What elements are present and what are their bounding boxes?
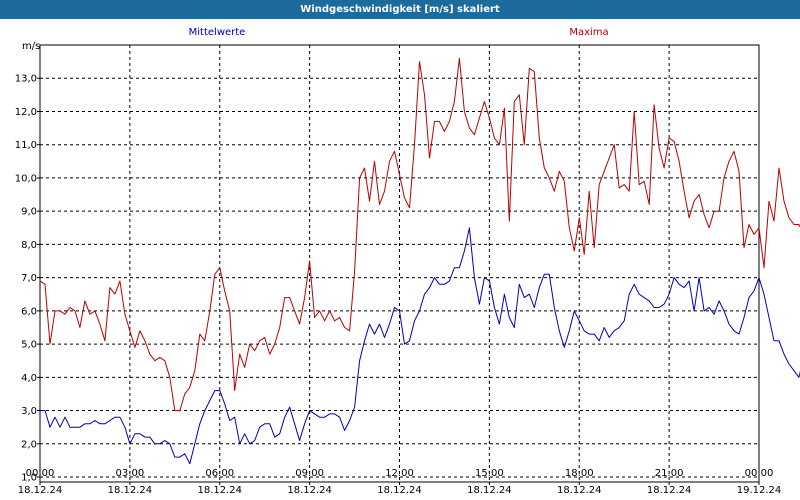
x-tick-time-label: 15:00 — [475, 468, 504, 479]
y-tick-label: 10,0 — [15, 173, 37, 184]
x-tick-date-label: 18.12.24 — [557, 485, 602, 496]
x-axis-ticks: 00:00 18.12.24 03:00 18.12.24 06:00 18.12.24 0… — [18, 468, 782, 496]
x-tick-date-label: 18.12.24 — [647, 485, 692, 496]
y-tick-label: 6,0 — [21, 306, 37, 317]
y-tick-label: 3,0 — [21, 406, 37, 417]
y-tick-label: 12,0 — [15, 107, 37, 118]
x-tick-date-label: 18.12.24 — [108, 485, 153, 496]
y-tick-label: 4,0 — [21, 373, 37, 384]
series-lines — [39, 57, 800, 465]
x-tick-date-label: 18.12.24 — [287, 485, 332, 496]
y-tick-label: 2,0 — [21, 439, 37, 450]
legend-maxima: Maxima — [569, 27, 608, 38]
x-tick-date-label: 19.12.24 — [737, 485, 782, 496]
x-tick-time-label: 00:00 — [745, 468, 774, 479]
x-tick-time-label: 06:00 — [205, 468, 234, 479]
y-tick-label: 8,0 — [21, 240, 37, 251]
x-tick-time-label: 21:00 — [655, 468, 684, 479]
x-tick-time-label: 00:00 — [26, 468, 55, 479]
wind-speed-chart: m/s Mittelwerte Maxima 1,0 2,0 3,0 4,0 5,0 6,… — [0, 19, 800, 500]
x-tick-time-label: 18:00 — [565, 468, 594, 479]
y-tick-label: 11,0 — [15, 140, 37, 151]
y-tick-label: 5,0 — [21, 340, 37, 351]
x-tick-date-label: 18.12.24 — [377, 485, 422, 496]
y-tick-label: 7,0 — [21, 273, 37, 284]
y-tick-label: 13,0 — [15, 74, 37, 85]
x-tick-time-label: 12:00 — [385, 468, 414, 479]
x-tick-date-label: 18.12.24 — [197, 485, 242, 496]
y-tick-label: 9,0 — [21, 207, 37, 218]
legend-mittelwerte: Mittelwerte — [189, 27, 246, 38]
chart-title: Windgeschwindigkeit [m/s] skaliert — [0, 0, 800, 19]
x-tick-date-label: 18.12.24 — [467, 485, 512, 496]
y-axis-ticks: 1,0 2,0 3,0 4,0 5,0 6,0 7,0 8,0 9,0 10,0 11,0 12,0 1… — [15, 74, 40, 484]
x-tick-time-label: 09:00 — [295, 468, 324, 479]
y-axis-unit-label: m/s — [22, 41, 40, 52]
series-line-maxima — [39, 57, 800, 412]
y-tick-label: 1,0 — [21, 473, 37, 484]
x-tick-date-label: 18.12.24 — [18, 485, 63, 496]
series-line-mittelwerte — [40, 227, 800, 465]
x-tick-time-label: 03:00 — [115, 468, 144, 479]
